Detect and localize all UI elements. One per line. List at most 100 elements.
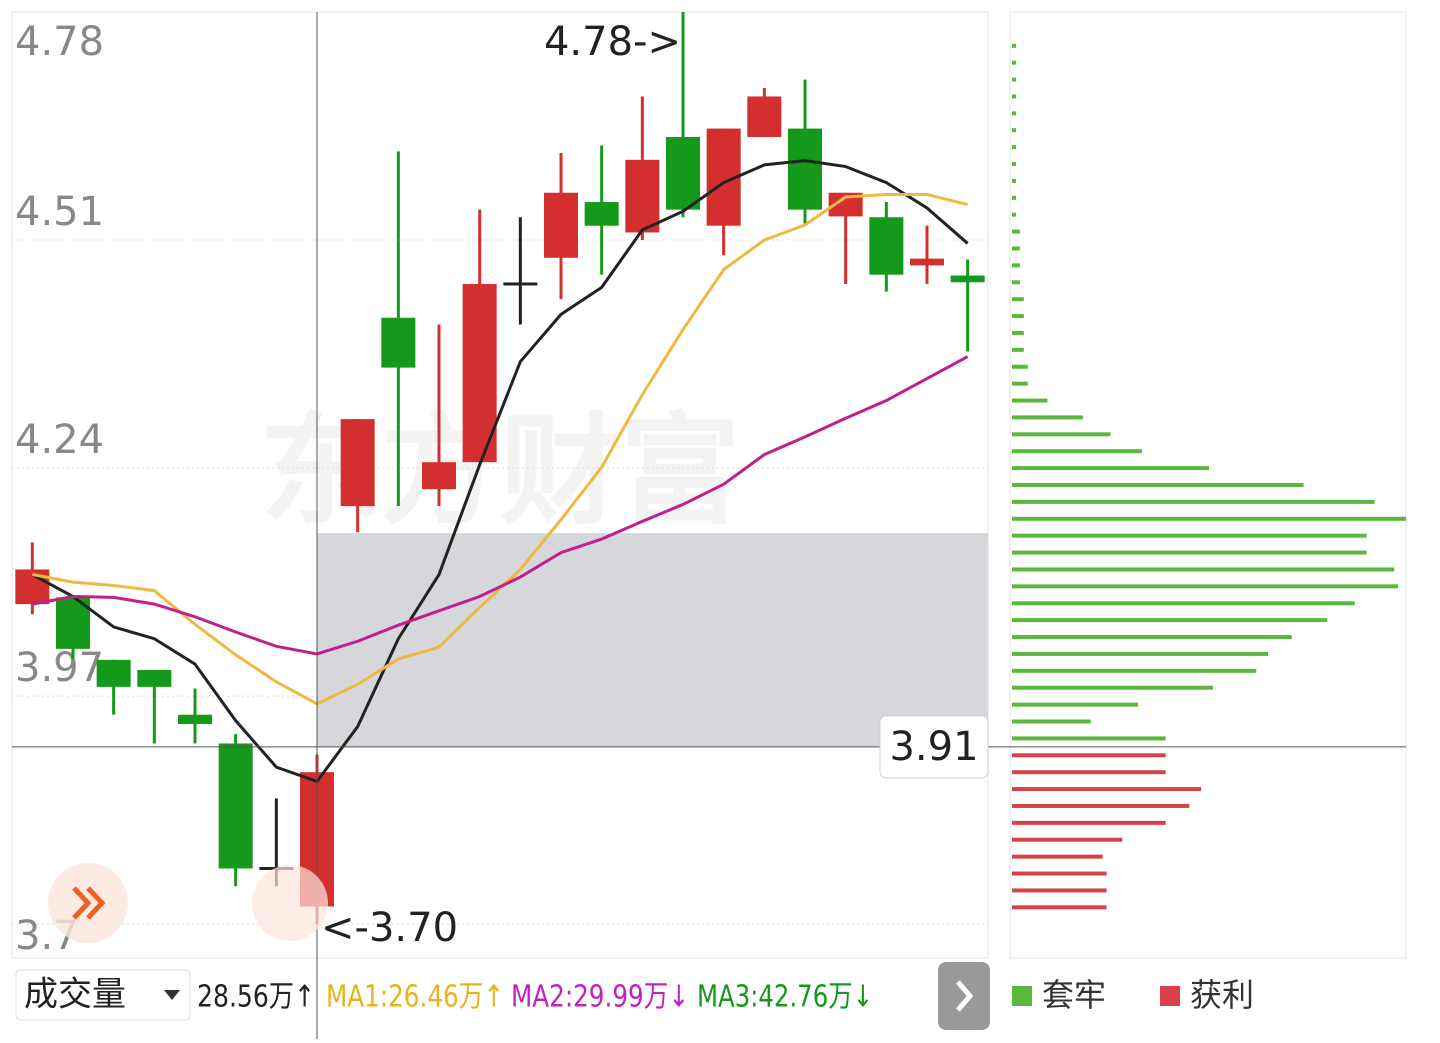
chip-bar: [1012, 43, 1016, 48]
chip-bar: [1012, 60, 1016, 65]
candle-body: [910, 258, 944, 266]
candle-body: [178, 714, 212, 725]
candle-body: [828, 192, 863, 217]
chip-frame: [1009, 11, 1407, 959]
candle-body: [869, 217, 904, 275]
candle-body: [544, 192, 578, 258]
indicator-value: MA2:29.99万↓: [511, 980, 689, 1015]
chip-bar: [1012, 685, 1213, 690]
candle-body: [950, 275, 985, 283]
chip-bar: [1012, 533, 1367, 538]
legend-label: 获利: [1190, 976, 1254, 1014]
chip-bar: [1012, 381, 1028, 386]
y-tick-label: 4.78: [15, 19, 104, 65]
candle-body: [340, 419, 375, 507]
dropdown-arrow: [164, 990, 180, 1000]
candle-body: [218, 743, 253, 869]
chip-bar: [1012, 145, 1016, 150]
chip-bar: [1012, 398, 1048, 403]
max-label: 4.78->: [544, 19, 681, 65]
legend-label: 套牢: [1042, 976, 1106, 1014]
chip-bar: [1012, 888, 1107, 893]
chip-bar: [1012, 803, 1190, 808]
marker-icon: [252, 865, 328, 941]
crosshair-label-box: [879, 715, 989, 779]
chip-bar: [1012, 905, 1107, 910]
chip-bar: [1012, 516, 1406, 521]
legend-swatch: [1012, 986, 1032, 1006]
candle-body: [96, 659, 131, 687]
crosshair-label: 3.91: [889, 724, 978, 770]
chip-bar: [1012, 347, 1024, 352]
expand-chevrons: [72, 886, 106, 920]
next-arrow: [956, 980, 974, 1012]
chip-bar: [1012, 736, 1166, 741]
chip-bar: [1012, 702, 1139, 707]
candle-body: [625, 159, 660, 233]
chip-bar: [1012, 770, 1166, 775]
chip-bar: [1012, 94, 1016, 99]
chip-bar: [1012, 618, 1328, 623]
ma-line: [32, 355, 969, 656]
candle-body: [584, 202, 619, 226]
legend-swatch: [1160, 986, 1180, 1006]
chip-bar: [1012, 837, 1123, 842]
indicator-selector-label: 成交量: [24, 975, 126, 1015]
chip-bar: [1012, 330, 1024, 335]
ma-line: [32, 192, 969, 706]
chip-bar: [1012, 195, 1016, 200]
chip-bar: [1012, 668, 1257, 673]
chip-bar: [1012, 162, 1016, 167]
candle-body: [422, 462, 456, 490]
y-tick-label: 3.97: [15, 645, 104, 691]
chip-bar: [1012, 719, 1091, 724]
chip-bar: [1012, 314, 1024, 319]
indicator-value: MA1:26.46万↑: [326, 980, 504, 1015]
chip-bar: [1012, 77, 1016, 82]
chip-bar: [1012, 567, 1395, 572]
chip-bar: [1012, 787, 1202, 792]
chip-bar: [1012, 449, 1143, 454]
chip-bar: [1012, 364, 1028, 369]
chip-bar: [1012, 432, 1111, 437]
candle-body: [137, 669, 172, 687]
chip-bar: [1012, 297, 1024, 302]
chip-bar: [1012, 635, 1292, 640]
chip-bar: [1012, 651, 1269, 656]
min-label: <-3.70: [321, 905, 458, 951]
indicator-selector[interactable]: [15, 969, 191, 1021]
watermark: 东方财富: [260, 403, 740, 542]
candle-body: [788, 128, 822, 210]
chip-bar: [1012, 280, 1020, 285]
candle-body: [666, 137, 700, 210]
next-button[interactable]: [938, 962, 990, 1030]
y-tick-label: 4.24: [15, 417, 104, 463]
chip-bar: [1012, 499, 1375, 504]
chip-bar: [1012, 415, 1083, 420]
chip-bar: [1012, 601, 1355, 606]
chip-bar: [1012, 483, 1304, 487]
chip-bar: [1012, 550, 1367, 555]
chip-bar: [1012, 111, 1016, 116]
chip-bar: [1012, 178, 1016, 183]
chip-bar: [1012, 263, 1020, 268]
y-tick-label: 4.51: [15, 189, 104, 235]
ma-line: [31, 159, 969, 784]
chip-bar: [1012, 466, 1209, 471]
chip-bar: [1012, 128, 1016, 133]
chip-bar: [1012, 871, 1107, 876]
chip-bar: [1012, 820, 1166, 825]
candle-body: [503, 282, 538, 286]
chip-bar: [1012, 246, 1020, 251]
plot-frame: [11, 11, 989, 959]
highlight-band: [317, 533, 988, 747]
chip-bar: [1012, 229, 1020, 234]
chip-bar: [1012, 212, 1016, 217]
chip-bar: [1012, 584, 1399, 589]
candle-body: [747, 96, 782, 138]
chip-bar: [1012, 753, 1166, 758]
indicator-value: 28.56万↑: [197, 980, 315, 1015]
candle-body: [381, 317, 416, 368]
chip-bar: [1012, 854, 1103, 859]
